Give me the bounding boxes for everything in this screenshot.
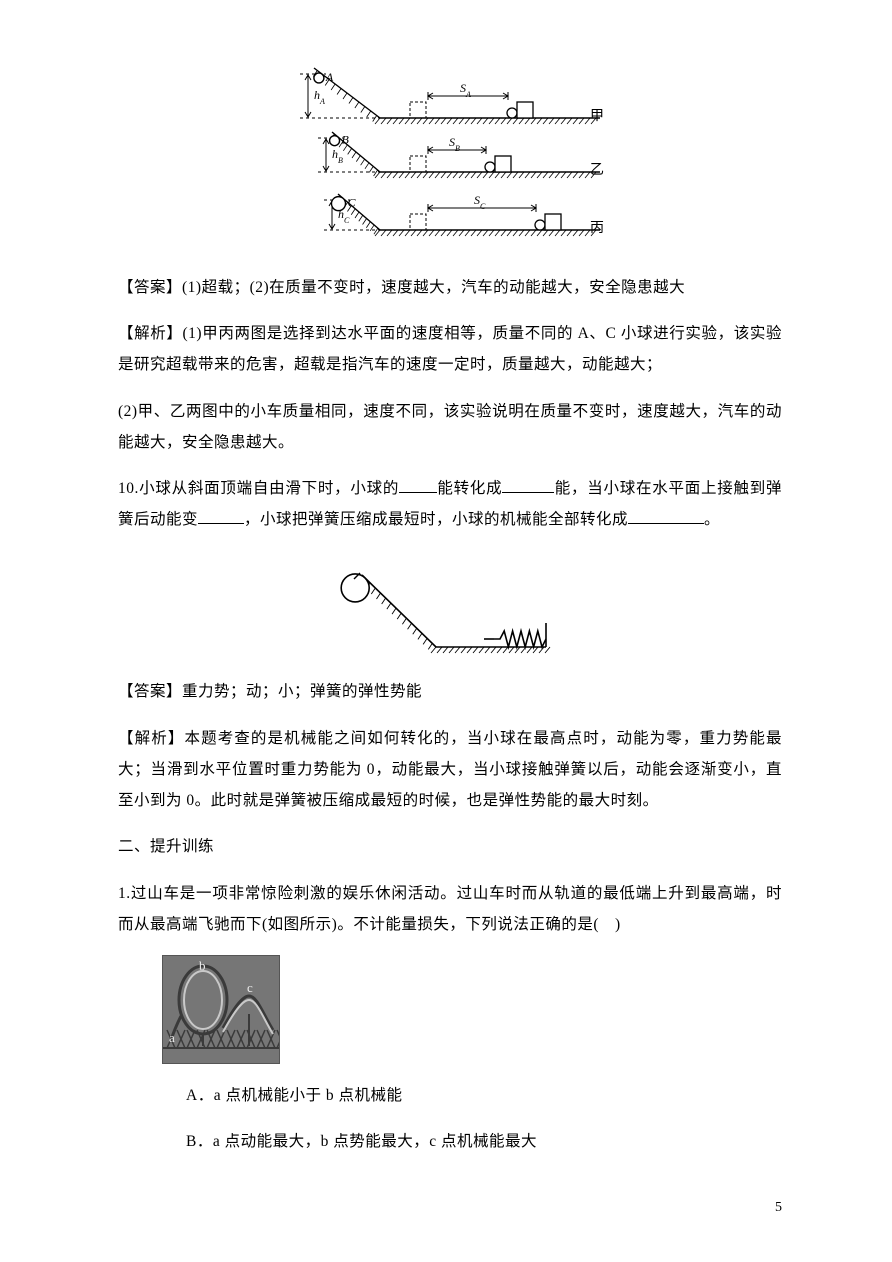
q10-blank-3: [198, 506, 244, 524]
explain-9-p1: 【解析】(1)甲丙两图是选择到达水平面的速度相等，质量不同的 A、C 小球进行实…: [118, 318, 782, 380]
figure-ramps: hAASA甲hBBSB乙hCCSC丙: [280, 66, 620, 256]
explain-10: 【解析】本题考查的是机械能之间如何转化的，当小球在最高点时，动能为零，重力势能最…: [118, 723, 782, 816]
q10-pre: 10.小球从斜面顶端自由滑下时，小球的: [118, 480, 399, 497]
section-2-heading: 二、提升训练: [118, 831, 782, 862]
figure-rollercoaster: b c a: [162, 955, 782, 1064]
svg-text:B: B: [342, 133, 350, 147]
option-a: A．a 点机械能小于 b 点机械能: [118, 1080, 782, 1111]
svg-text:A: A: [325, 70, 334, 84]
page-number: 5: [775, 1194, 782, 1222]
question-10: 10.小球从斜面顶端自由滑下时，小球的能转化成能，当小球在水平面上接触到弹簧后动…: [118, 473, 782, 535]
explain-9-p2: (2)甲、乙两图中的小车质量相同，速度不同，该实验说明在质量不变时，速度越大，汽…: [118, 396, 782, 458]
q10-tail: 。: [704, 511, 720, 528]
answer-9: 【答案】(1)超载；(2)在质量不变时，速度越大，汽车的动能越大，安全隐患越大: [118, 272, 782, 303]
svg-text:c: c: [247, 980, 253, 995]
svg-text:丙: 丙: [590, 221, 604, 236]
answer-10: 【答案】重力势；动；小；弹簧的弹性势能: [118, 676, 782, 707]
q10-blank-4: [628, 506, 704, 524]
question-1: 1.过山车是一项非常惊险刺激的娱乐休闲活动。过山车时而从轨道的最低端上升到最高端…: [118, 878, 782, 940]
q10-blank-2: [502, 475, 554, 493]
svg-text:hB: hB: [332, 147, 343, 165]
svg-text:a: a: [169, 1030, 175, 1045]
q10-mid3: ，小球把弹簧压缩成最短时，小球的机械能全部转化成: [244, 511, 628, 528]
svg-text:C: C: [347, 196, 356, 210]
q10-mid1: 能转化成: [437, 480, 502, 497]
svg-text:甲: 甲: [590, 109, 604, 124]
svg-text:乙: 乙: [590, 162, 604, 178]
option-b: B．a 点动能最大，b 点势能最大，c 点机械能最大: [118, 1126, 782, 1157]
svg-text:hA: hA: [314, 88, 325, 106]
q10-blank-1: [399, 475, 437, 493]
figure-spring: [330, 551, 570, 661]
svg-text:b: b: [199, 958, 206, 973]
